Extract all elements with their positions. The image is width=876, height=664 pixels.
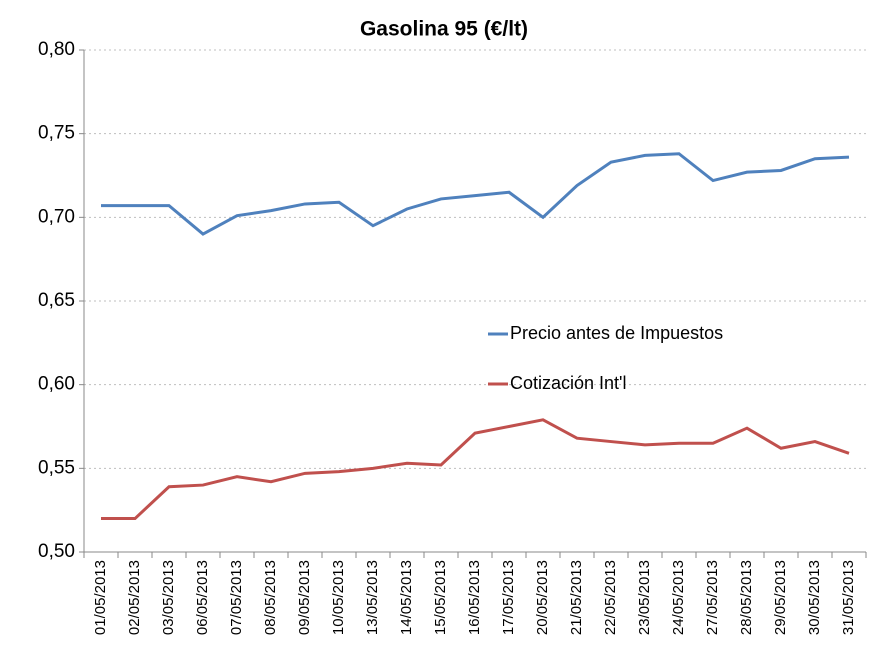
x-tick-label: 20/05/2013	[534, 560, 551, 635]
x-tick-label: 01/05/2013	[92, 560, 109, 635]
x-tick-label: 30/05/2013	[806, 560, 823, 635]
x-tick-label: 13/05/2013	[364, 560, 381, 635]
x-tick-label: 09/05/2013	[296, 560, 313, 635]
x-tick-label: 27/05/2013	[704, 560, 721, 635]
chart-title: Gasolina 95 (€/lt)	[360, 18, 528, 41]
x-tick-label: 21/05/2013	[568, 560, 585, 635]
x-tick-label: 23/05/2013	[636, 560, 653, 635]
x-tick-label: 31/05/2013	[840, 560, 857, 635]
x-tick-label: 16/05/2013	[466, 560, 483, 635]
x-tick-label: 29/05/2013	[772, 560, 789, 635]
line-series	[101, 418, 850, 521]
y-tick-label: 0,55	[38, 457, 75, 478]
y-tick-label: 0,80	[38, 39, 75, 60]
x-tick-label: 02/05/2013	[126, 560, 143, 635]
legend-label: Precio antes de Impuestos	[510, 323, 723, 343]
x-tick-label: 07/05/2013	[228, 560, 245, 635]
y-tick-label: 0,50	[38, 541, 75, 562]
x-tick-label: 06/05/2013	[194, 560, 211, 635]
x-tick-label: 17/05/2013	[500, 560, 517, 635]
x-tick-label: 28/05/2013	[738, 560, 755, 635]
line-series	[101, 152, 850, 236]
y-tick-label: 0,60	[38, 374, 75, 395]
x-tick-label: 08/05/2013	[262, 560, 279, 635]
y-tick-label: 0,75	[38, 123, 75, 144]
y-tick-label: 0,65	[38, 290, 75, 311]
x-tick-label: 15/05/2013	[432, 560, 449, 635]
x-tick-label: 14/05/2013	[398, 560, 415, 635]
legend-label: Cotización Int'l	[510, 373, 627, 393]
x-tick-label: 03/05/2013	[160, 560, 177, 635]
x-tick-label: 22/05/2013	[602, 560, 619, 635]
y-tick-label: 0,70	[38, 206, 75, 227]
x-tick-label: 10/05/2013	[330, 560, 347, 635]
x-tick-label: 24/05/2013	[670, 560, 687, 635]
